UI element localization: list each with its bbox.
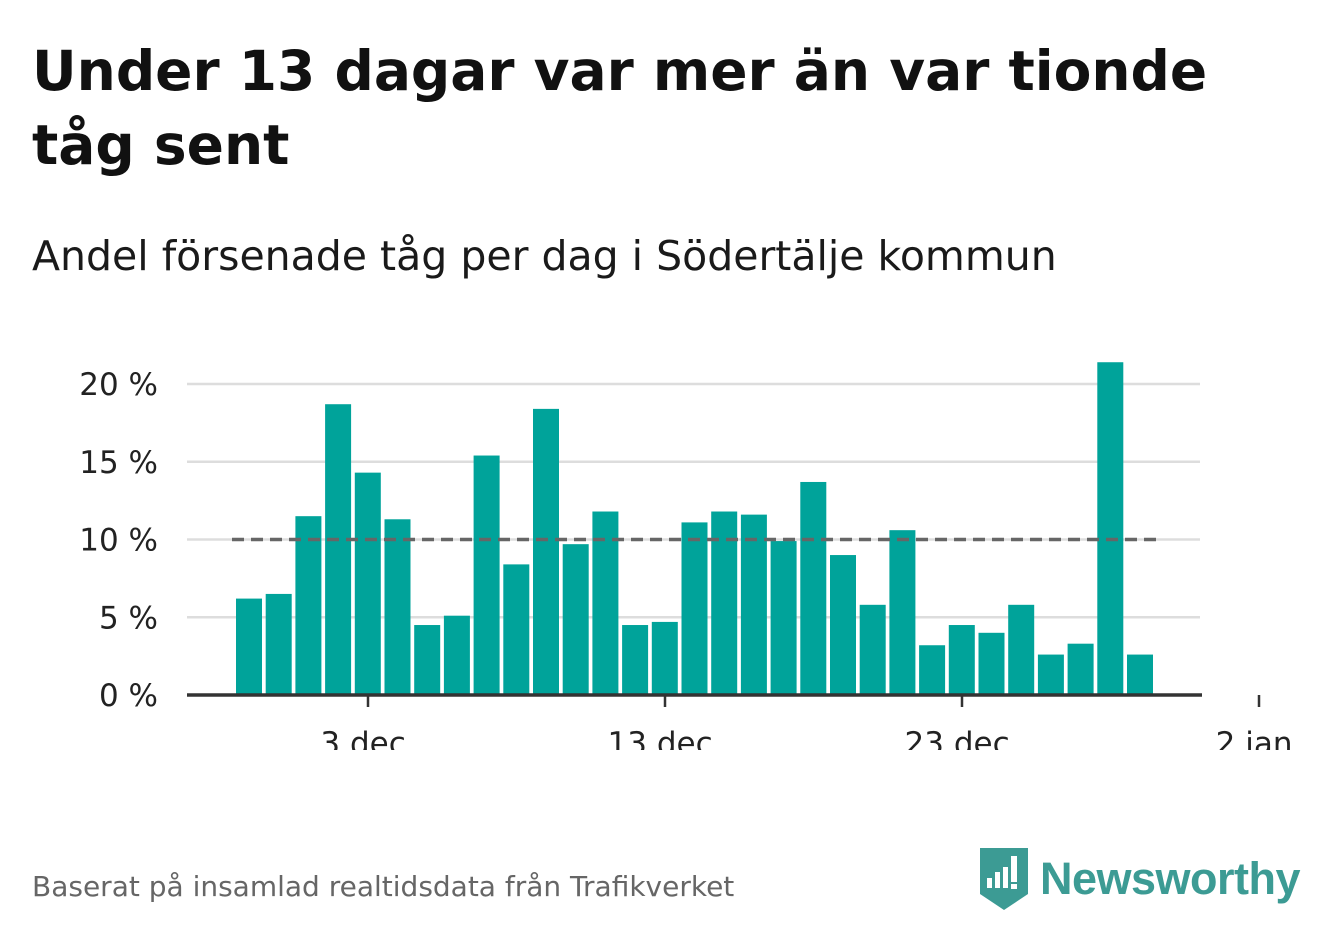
bar [236, 598, 262, 695]
bar [800, 481, 827, 695]
bar [592, 511, 619, 695]
bar [889, 530, 916, 695]
brand-logo: Newsworthy [980, 848, 1301, 910]
x-tick-label: 3 dec. [320, 726, 415, 750]
x-tick-label: 23 dec. [905, 726, 1020, 750]
chart-title: Under 13 dagar var mer än var tionde tåg… [32, 39, 1208, 177]
bar [503, 564, 530, 695]
bar [265, 593, 292, 695]
bar [1037, 654, 1064, 695]
bar [948, 625, 975, 695]
y-tick-label: 20 % [79, 367, 158, 403]
bar [414, 625, 441, 695]
bar [1067, 643, 1094, 695]
bar [443, 615, 470, 695]
bar [740, 514, 767, 695]
bar [859, 604, 886, 695]
chart-subtitle: Andel försenade tåg per dag i Södertälje… [32, 232, 1057, 280]
bar [1127, 654, 1153, 695]
source-note: Baserat på insamlad realtidsdata från Tr… [32, 870, 735, 903]
bar [354, 472, 381, 695]
bar [830, 555, 856, 695]
bar [622, 625, 649, 695]
y-tick-label: 15 % [79, 445, 158, 481]
brand-name: Newsworthy [1040, 853, 1301, 904]
bar [1008, 604, 1035, 695]
bar [295, 516, 322, 695]
newsworthy-logo-icon [980, 848, 1028, 910]
y-tick-label: 5 % [99, 600, 158, 636]
bar [384, 519, 411, 695]
bar [770, 541, 797, 695]
bar [651, 621, 678, 695]
bar [711, 511, 738, 695]
bar [473, 455, 500, 695]
bar [919, 645, 946, 695]
y-tick-label: 0 % [99, 678, 158, 714]
bar [681, 522, 708, 695]
x-tick-label: 13 dec. [608, 726, 723, 750]
bar [533, 408, 559, 695]
bar [562, 544, 589, 695]
bar [1097, 362, 1124, 695]
bar-chart: 0 % 5 % 10 % 15 % 20 % 3 dec. 13 dec. 23 dec. 2 … [79, 362, 1303, 750]
y-tick-label: 10 % [79, 523, 158, 559]
bar [325, 404, 352, 695]
x-tick-label: 2 jan. [1216, 726, 1303, 750]
bar [978, 632, 1005, 695]
